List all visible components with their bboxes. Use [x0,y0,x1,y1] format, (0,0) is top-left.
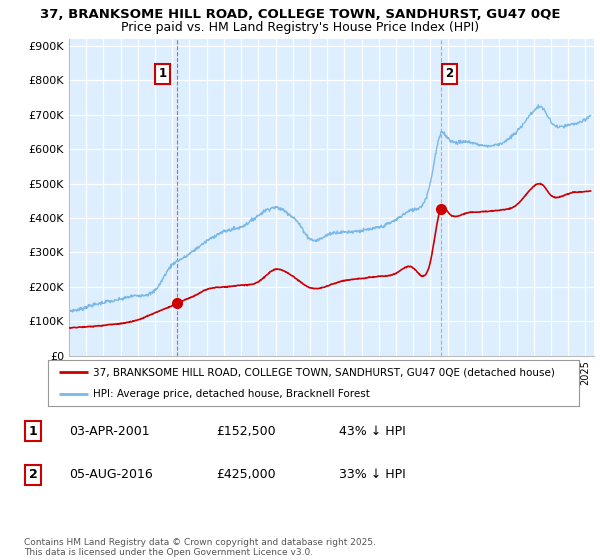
Text: Contains HM Land Registry data © Crown copyright and database right 2025.
This d: Contains HM Land Registry data © Crown c… [24,538,376,557]
Text: 1: 1 [29,424,37,438]
Text: 05-AUG-2016: 05-AUG-2016 [69,468,153,482]
Text: 2: 2 [445,67,454,80]
Text: HPI: Average price, detached house, Bracknell Forest: HPI: Average price, detached house, Brac… [93,389,370,399]
Text: 1: 1 [159,67,167,80]
Text: 33% ↓ HPI: 33% ↓ HPI [339,468,406,482]
Text: Price paid vs. HM Land Registry's House Price Index (HPI): Price paid vs. HM Land Registry's House … [121,21,479,34]
Text: 37, BRANKSOME HILL ROAD, COLLEGE TOWN, SANDHURST, GU47 0QE (detached house): 37, BRANKSOME HILL ROAD, COLLEGE TOWN, S… [93,367,555,377]
Text: 2: 2 [29,468,37,482]
Text: £152,500: £152,500 [216,424,275,438]
Text: 37, BRANKSOME HILL ROAD, COLLEGE TOWN, SANDHURST, GU47 0QE: 37, BRANKSOME HILL ROAD, COLLEGE TOWN, S… [40,8,560,21]
Text: 03-APR-2001: 03-APR-2001 [69,424,149,438]
Text: £425,000: £425,000 [216,468,275,482]
Text: 43% ↓ HPI: 43% ↓ HPI [339,424,406,438]
